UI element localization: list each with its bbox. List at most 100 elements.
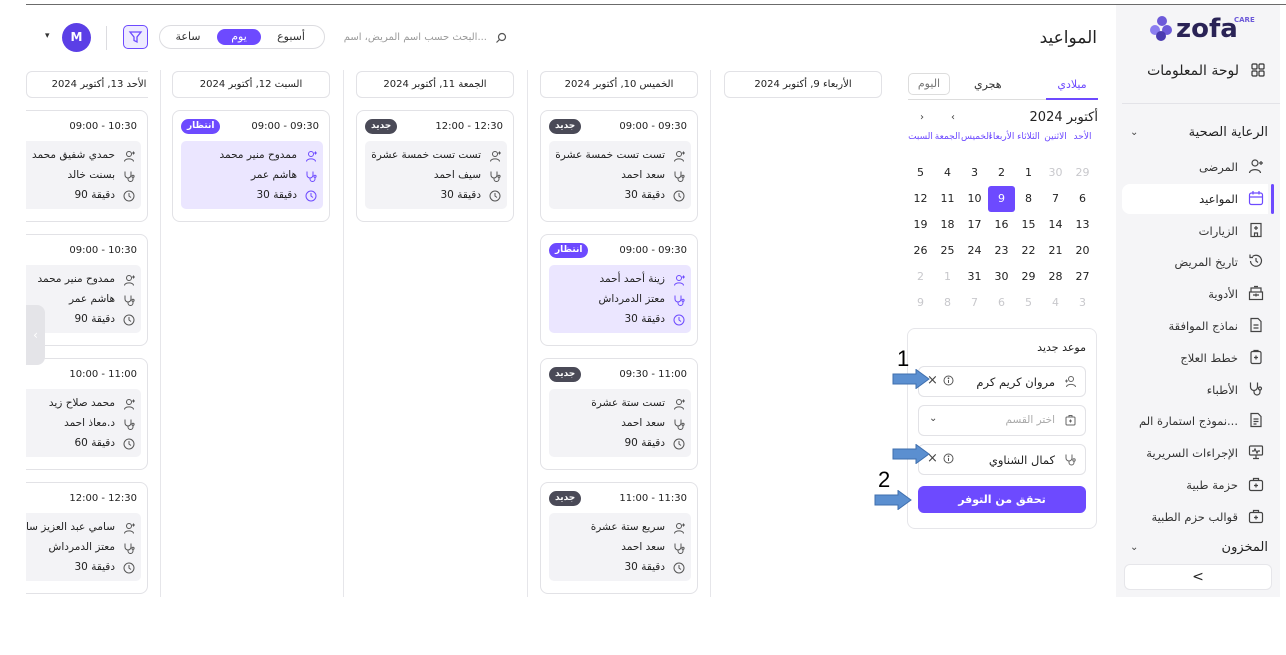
calendar-day[interactable]: 5 [917,166,924,179]
sidebar-item-6[interactable]: نماذج الموافقة [1122,311,1268,341]
stethoscope-icon [124,171,135,182]
info-icon[interactable] [943,453,954,464]
sidebar-item-dashboard[interactable]: لوحة المعلومات [1140,61,1265,83]
sidebar-item-7[interactable]: خطط العلاج [1122,343,1268,373]
sidebar-item-5[interactable]: الأدوية [1122,279,1268,309]
calendar-day[interactable]: 7 [1052,192,1059,205]
calendar-day[interactable]: 19 [913,218,928,231]
day-column-header[interactable]: الأحد 13, أكتوبر 2024 [26,71,148,98]
chevron-down-icon[interactable]: ▾ [45,31,50,41]
doctor-field[interactable]: كمال الشناوي × [918,444,1086,475]
department-select[interactable]: اختر القسم ⌄ [918,405,1086,436]
sidebar-item-10[interactable]: الإجراءات السريرية [1122,438,1268,468]
section-inventory[interactable]: المخزون ⌄ [1128,540,1270,560]
column-divider [160,70,161,597]
calendar-day[interactable]: 8 [944,296,951,309]
calendar-day[interactable]: 1 [1025,166,1032,179]
calendar-day[interactable]: 10 [967,192,982,205]
view-hour-tab[interactable]: ساعة [175,30,201,43]
calendar-day[interactable]: 26 [913,244,928,257]
calendar-day[interactable]: 2 [998,166,1005,179]
day-column-header[interactable]: الجمعة 11, أكتوبر 2024 [356,71,514,98]
search-input[interactable]: البحث حسب اسم المريض، اسم... [344,30,507,48]
appointment-card[interactable]: 12:00 - 12:30 جديد تست تست خمسة عشرة سيف اح… [356,110,514,222]
calendar-day[interactable]: 24 [967,244,982,257]
calendar-day[interactable]: 7 [971,296,978,309]
user-plus-icon [1065,376,1076,388]
today-button[interactable]: اليوم [908,73,950,95]
sidebar-item-11[interactable]: حزمة طبية [1122,470,1268,500]
clear-patient-icon[interactable]: × [927,373,938,388]
appointment-doctor: سعد احمد [621,169,665,181]
calendar-day[interactable]: 2 [917,270,924,283]
tab-gregorian[interactable]: ميلادي [1057,78,1087,91]
calendar-day[interactable]: 29 [1021,270,1036,283]
calendar-day[interactable]: 8 [1025,192,1032,205]
calendar-day[interactable]: 5 [1025,296,1032,309]
appointment-card[interactable]: 09:00 - 10:30 ممدوح منير محمد هاشم عمر 90 د… [26,234,148,346]
calendar-day[interactable]: 1 [944,270,951,283]
clear-doctor-icon[interactable]: × [927,451,938,466]
view-day-tab[interactable]: يوم [217,29,261,45]
tab-hijri[interactable]: هجري [974,78,1002,91]
calendar-day[interactable]: 3 [1079,296,1086,309]
sidebar-collapse-button[interactable]: < [1124,564,1272,590]
check-availability-button[interactable]: تحقق من التوفر [918,486,1086,513]
calendar-day[interactable]: 3 [971,166,978,179]
user-plus-icon [674,523,685,534]
calendar-day[interactable]: 28 [1048,270,1063,283]
calendar-day[interactable]: 23 [994,244,1009,257]
appointment-patient-row: حمدي شفيق محمد [26,149,135,163]
calendar-day[interactable]: 17 [967,218,982,231]
calendar-day[interactable]: 18 [940,218,955,231]
appointment-card[interactable]: 10:00 - 11:00 محمد صلاح زيد د.معاذ احمد 60 … [26,358,148,470]
calendar-day[interactable]: 27 [1075,270,1090,283]
next-month-icon[interactable]: ‹ [951,112,955,123]
prev-month-icon[interactable]: › [920,112,924,123]
appointment-card[interactable]: 09:00 - 10:30 حمدي شفيق محمد بسنت خالد 90 د… [26,110,148,222]
scroll-left-handle[interactable]: ‹ [26,305,45,365]
section-healthcare[interactable]: الرعاية الصحية ⌄ [1128,125,1270,145]
calendar-day[interactable]: 30 [1048,166,1063,179]
view-week-tab[interactable]: أسبوع [277,30,305,43]
sidebar-item-12[interactable]: قوالب حزم الطبية [1122,502,1268,532]
sidebar-item-1[interactable]: المرضى [1122,152,1268,182]
appointment-card[interactable]: 09:30 - 11:00 جديد تست ستة عشرة سعد احمد 90 … [540,358,698,470]
sidebar-item-4[interactable]: تاريخ المريض [1122,247,1268,277]
appointment-card[interactable]: 09:00 - 09:30 انتظار زينة أحمد أحمد معتز ال… [540,234,698,346]
calendar-day[interactable]: 4 [1052,296,1059,309]
calendar-day[interactable]: 31 [967,270,982,283]
calendar-day[interactable]: 15 [1021,218,1036,231]
sidebar-item-9[interactable]: نموذج استمارة الم... [1122,406,1268,436]
sidebar-item-3[interactable]: الزيارات [1122,216,1268,246]
calendar-day[interactable]: 14 [1048,218,1063,231]
filter-button[interactable] [123,25,148,49]
calendar-day[interactable]: 16 [994,218,1009,231]
calendar-day[interactable]: 29 [1075,166,1090,179]
calendar-day[interactable]: 22 [1021,244,1036,257]
sidebar-item-8[interactable]: الأطباء [1122,375,1268,405]
appointment-card[interactable]: 12:00 - 12:30 سامي عبد العزيز سامي معتز ال… [26,482,148,594]
calendar-day[interactable]: 6 [1079,192,1086,205]
calendar-day[interactable]: 25 [940,244,955,257]
appointment-card[interactable]: 09:00 - 09:30 جديد تست تست خمسة عشرة سعد اح… [540,110,698,222]
info-icon[interactable] [943,375,954,386]
calendar-day[interactable]: 21 [1048,244,1063,257]
day-column-header[interactable]: الأربعاء 9, أكتوبر 2024 [724,71,882,98]
sidebar-item-2[interactable]: المواعيد [1122,183,1274,214]
calendar-day[interactable]: 30 [994,270,1009,283]
calendar-day[interactable]: 9 [917,296,924,309]
calendar-day[interactable]: 4 [944,166,951,179]
patient-field[interactable]: مروان كريم كرم × [918,366,1086,397]
calendar-day[interactable]: 13 [1075,218,1090,231]
calendar-day[interactable]: 11 [940,192,955,205]
calendar-day[interactable]: 12 [913,192,928,205]
calendar-day[interactable]: 6 [998,296,1005,309]
calendar-day[interactable]: 20 [1075,244,1090,257]
day-column-header[interactable]: السبت 12, أكتوبر 2024 [172,71,330,98]
appointment-card[interactable]: 09:00 - 09:30 انتظار ممدوح منير محمد هاشم ع… [172,110,330,222]
calendar-day-selected[interactable]: 9 [988,186,1015,212]
appointment-card[interactable]: 11:00 - 11:30 جديد سريع ستة عشرة سعد احمد 30… [540,482,698,594]
day-column-header[interactable]: الخميس 10, أكتوبر 2024 [540,71,698,98]
avatar[interactable]: M [62,23,91,52]
